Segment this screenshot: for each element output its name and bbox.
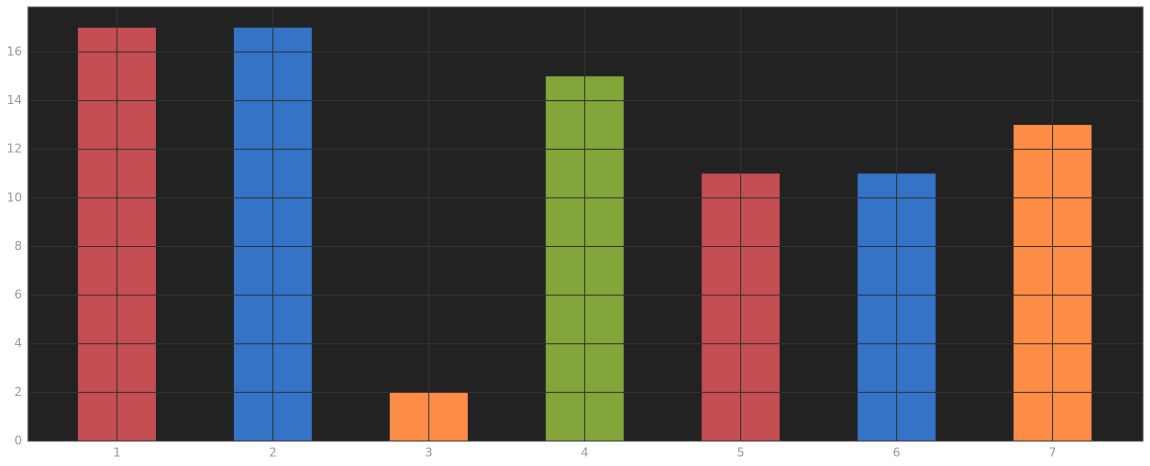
x-tick-label: 1 — [113, 446, 121, 460]
x-tick-label: 6 — [893, 446, 901, 460]
y-tick-label: 12 — [7, 142, 22, 156]
x-tick-label: 7 — [1049, 446, 1057, 460]
y-tick-label: 8 — [14, 239, 22, 253]
y-tick-label: 16 — [7, 44, 22, 58]
y-tick-label: 6 — [14, 288, 22, 302]
y-tick-label: 14 — [7, 93, 22, 107]
y-tick-label: 0 — [14, 434, 22, 448]
y-tick-label: 2 — [14, 385, 22, 399]
x-tick-label: 2 — [269, 446, 277, 460]
x-tick-label: 3 — [425, 446, 433, 460]
x-tick-label: 4 — [581, 446, 589, 460]
y-tick-label: 4 — [14, 336, 22, 350]
y-tick-label: 10 — [7, 190, 22, 204]
x-tick-label: 5 — [737, 446, 745, 460]
